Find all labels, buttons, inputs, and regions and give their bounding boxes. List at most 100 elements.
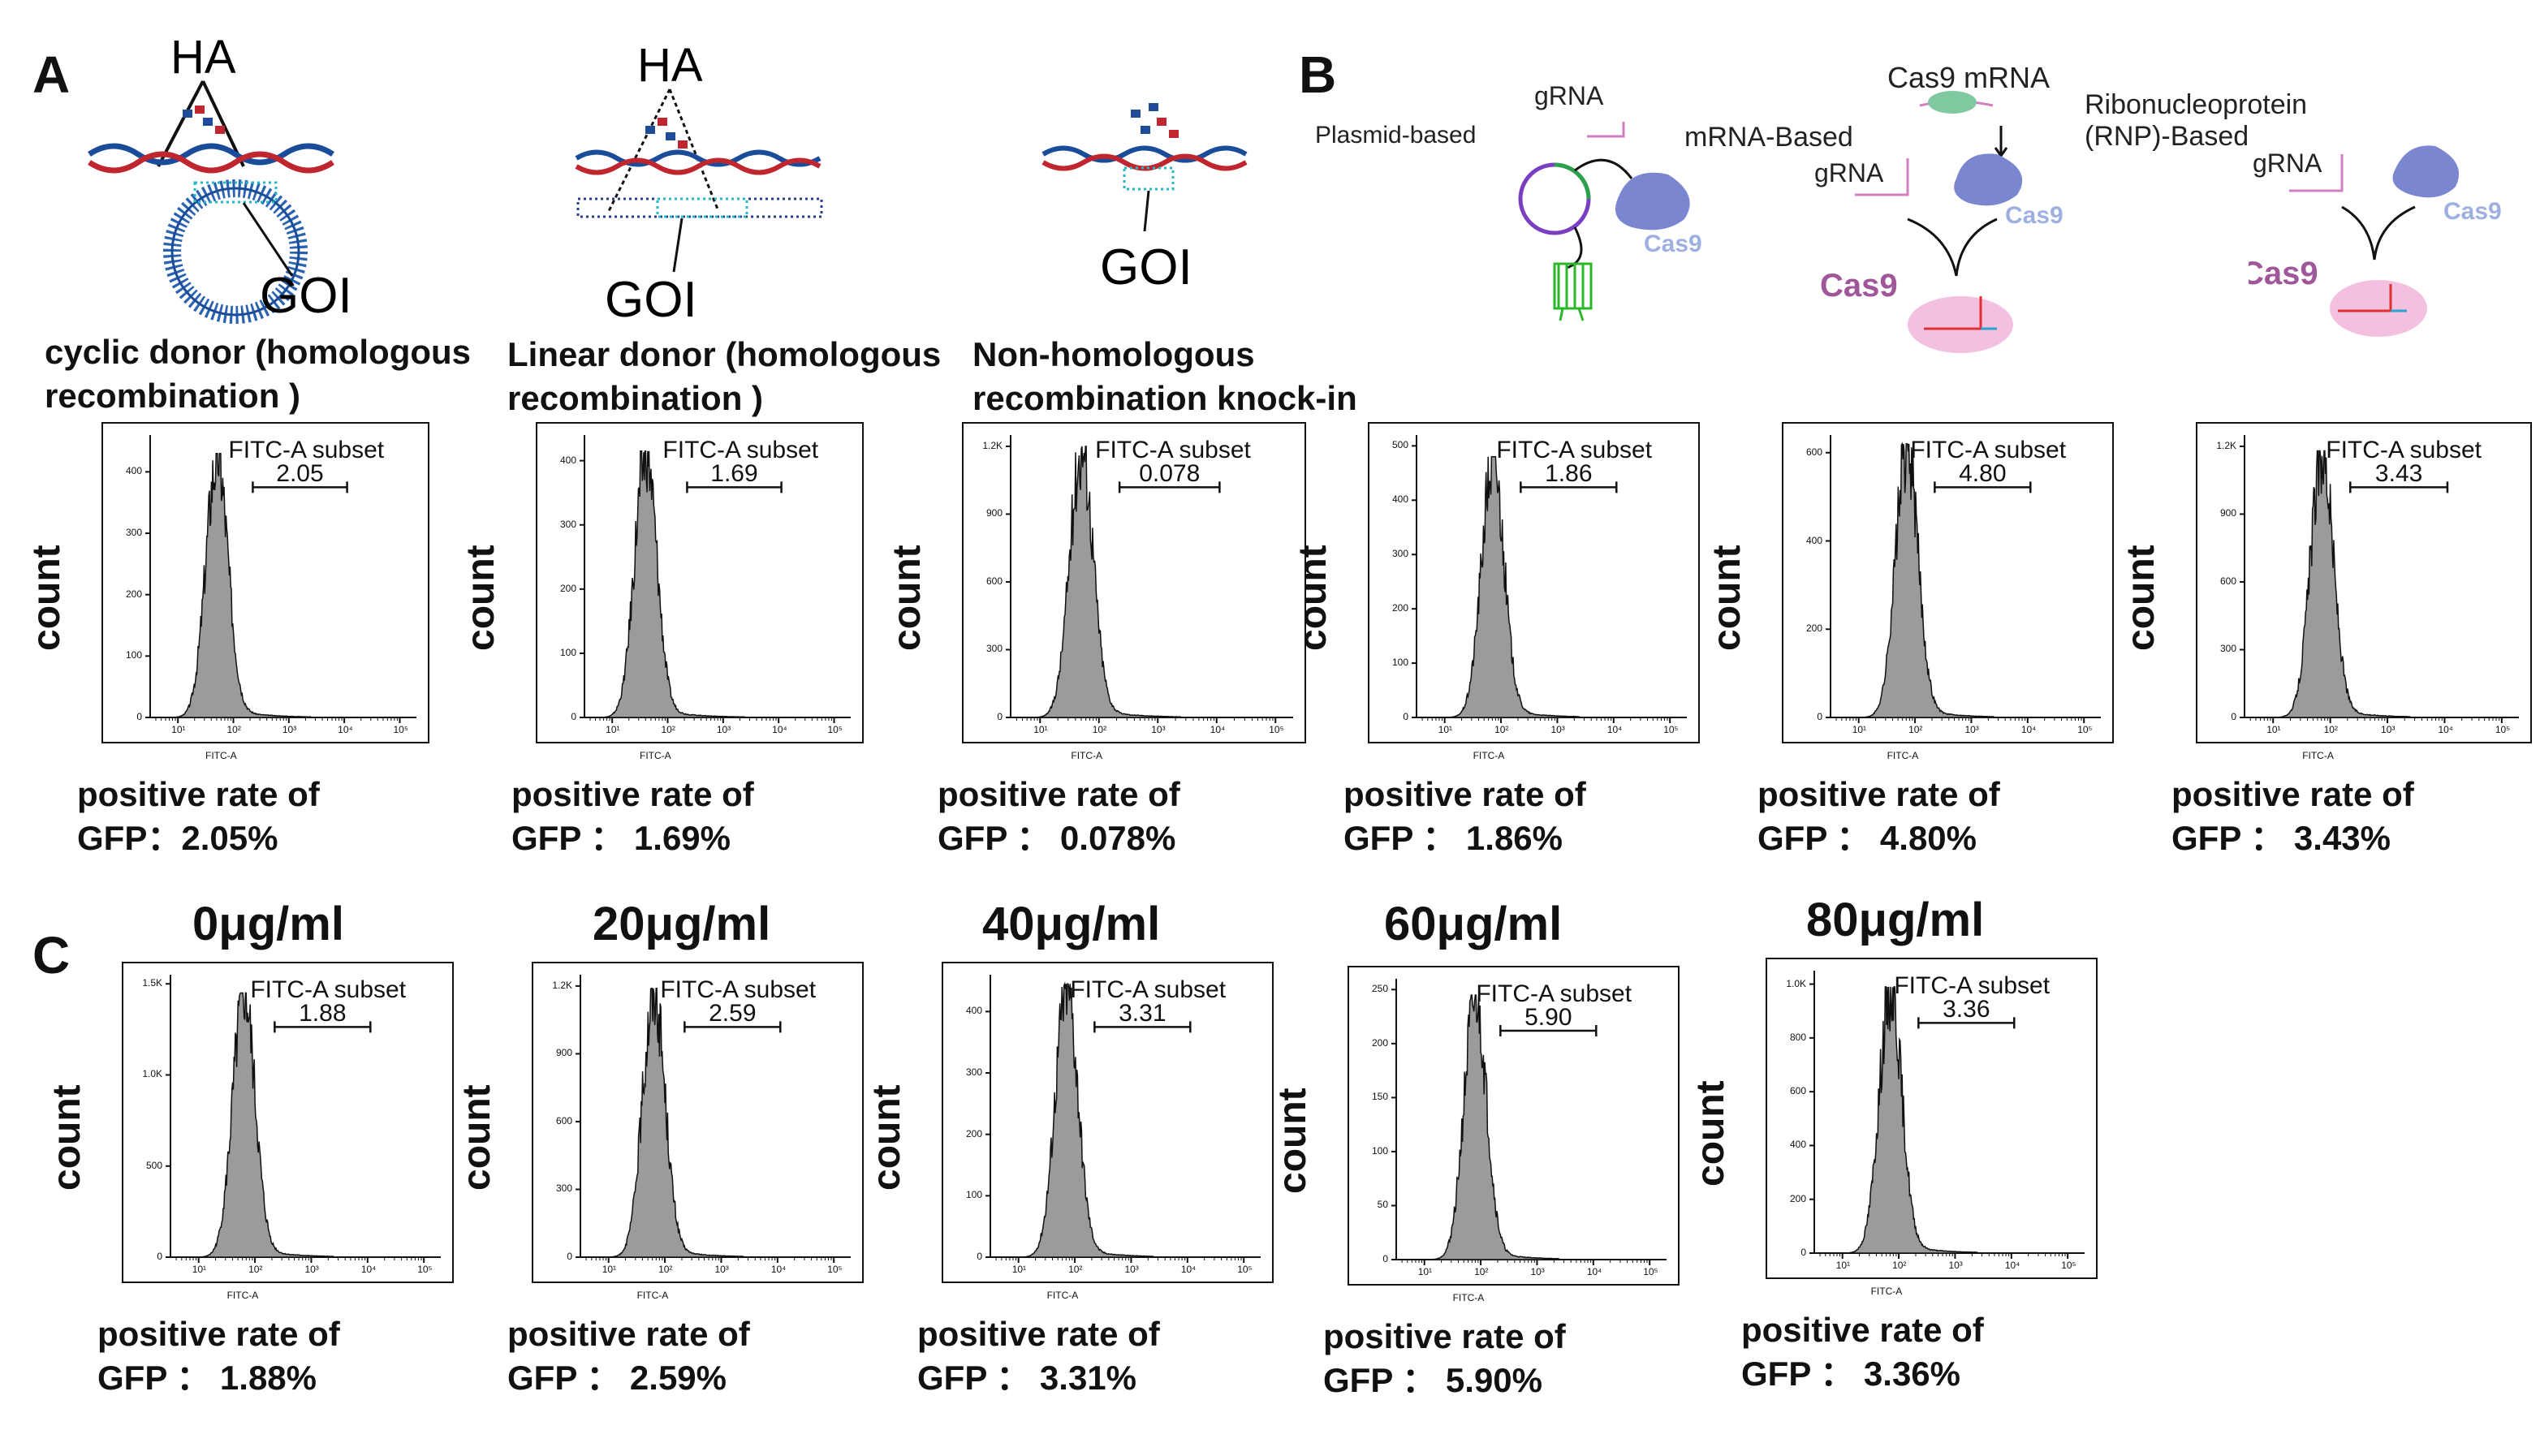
y-axis-label: count: [1271, 1088, 1314, 1194]
gate-bracket: [252, 481, 348, 493]
gate-label: FITC-A subset: [1476, 980, 1632, 1007]
x-tick-label: 10³: [716, 724, 731, 735]
gate-bracket: [274, 1021, 372, 1033]
caption-line-1: positive rate of: [507, 1315, 750, 1353]
grna-label-mrna: gRNA: [1814, 158, 1884, 187]
x-tick-label: 10³: [282, 724, 297, 735]
y-tick-label: 900: [555, 1047, 572, 1059]
x-tick-label: 10³: [1530, 1266, 1545, 1277]
caption-cyclic-donor: cyclic donor (homologous recombination ): [45, 333, 472, 415]
x-tick-label: 10²: [1908, 724, 1923, 735]
y-axis-label: count: [2120, 545, 2163, 652]
x-tick-label: 10¹: [192, 1264, 207, 1275]
gate-value: 2.59: [709, 1000, 757, 1027]
x-tick-label: 10⁴: [1180, 1264, 1197, 1275]
plasmid-diagram: Cas9: [1518, 122, 1702, 321]
positive-rate-caption: positive rate of GFP ： 1.88%: [97, 1312, 340, 1400]
histogram-area: [2245, 450, 2412, 718]
gate-bracket: [684, 1021, 782, 1033]
x-tick-label: 10⁴: [772, 724, 787, 735]
histogram-frame: 0 500 1.0K 1.5K 10¹ 10² 10³ 10⁴ 10⁵ FITC-A subset…: [122, 962, 454, 1283]
x-tick-label: 10²: [1892, 1260, 1907, 1271]
y-tick-label: 0: [136, 711, 142, 722]
y-tick-label: 200: [1371, 1036, 1388, 1049]
x-tick-label: 10¹: [1033, 724, 1048, 735]
y-axis-label: count: [1689, 1080, 1732, 1187]
y-tick-label: 200: [1789, 1192, 1806, 1204]
y-tick-label: 500: [145, 1159, 162, 1171]
rnp-based-label: Ribonucleoprotein (RNP)-Based: [2085, 89, 2308, 152]
histogram-frame: 0 200 400 600 10¹ 10² 10³ 10⁴ 10⁵ FITC-A subset 4.…: [1782, 422, 2114, 743]
y-axis-label: count: [886, 545, 929, 652]
y-tick-label: 200: [965, 1127, 982, 1139]
histogram-frame: 0 100 200 300 400 10¹ 10² 10³ 10⁴ 10⁵ FITC-A subse…: [942, 962, 1274, 1283]
mrna-based-label: mRNA-Based: [1684, 122, 1853, 153]
dose-label-20: 20μg/ml: [593, 898, 771, 950]
y-axis-label: count: [455, 1084, 498, 1191]
rnp-diagram: Cas9 Cas9: [2249, 145, 2502, 337]
y-tick-label: 800: [1789, 1031, 1806, 1043]
y-tick-label: 100: [1371, 1144, 1388, 1157]
x-tick-label: 10⁵: [417, 1264, 433, 1275]
svg-text:Cas9: Cas9: [1644, 230, 1702, 257]
gate-label: FITC-A subset: [1095, 437, 1251, 464]
x-tick-label: 10⁵: [2077, 724, 2093, 735]
x-tick-label: 10²: [1068, 1264, 1083, 1275]
x-axis-label: FITC-A: [2302, 750, 2334, 761]
y-tick-label: 0: [1382, 1253, 1388, 1264]
gate-bracket: [1520, 481, 1618, 493]
histogram-plot: [166, 975, 441, 1263]
x-axis-label: FITC-A: [1046, 1290, 1079, 1301]
y-tick-label: 0: [1817, 711, 1822, 722]
svg-text:Cas9: Cas9: [2443, 198, 2502, 225]
gate-value: 2.05: [276, 460, 324, 488]
x-axis-label: FITC-A: [205, 750, 237, 761]
y-tick-label: 400: [559, 454, 576, 466]
gate-label: FITC-A subset: [250, 976, 407, 1004]
x-tick-label: 10¹: [2266, 724, 2281, 735]
histogram-area: [1396, 994, 1561, 1260]
y-tick-label: 200: [1805, 622, 1822, 635]
x-axis-label: FITC-A: [1887, 750, 1919, 761]
y-tick-label: 600: [1805, 446, 1822, 458]
y-axis-label: count: [1292, 545, 1335, 652]
y-axis-label: count: [45, 1084, 88, 1191]
histogram-plot: [1006, 435, 1293, 723]
dose-label-60: 60μg/ml: [1384, 898, 1563, 950]
gate-value: 1.88: [299, 1000, 347, 1027]
y-tick-label: 200: [1391, 602, 1408, 614]
histogram-frame: 0 100 200 300 400 10¹ 10² 10³ 10⁴ 10⁵ FITC-A subse…: [101, 422, 429, 743]
x-tick-label: 10¹: [1417, 1266, 1433, 1277]
y-tick-label: 300: [985, 643, 1003, 655]
x-tick-label: 10⁵: [1269, 724, 1284, 735]
x-tick-label: 10²: [248, 1264, 263, 1275]
caption-line-1: positive rate of: [938, 775, 1180, 813]
caption-line-1: positive rate of: [917, 1315, 1160, 1353]
caption-line-2: GFP ： 4.80%: [1757, 819, 1977, 857]
x-axis-label: FITC-A: [1452, 1292, 1485, 1303]
histogram-area: [1831, 442, 1995, 718]
gate-bracket: [686, 481, 783, 493]
y-tick-label: 300: [1391, 548, 1408, 560]
grna-label-rnp: gRNA: [2253, 149, 2322, 178]
x-axis-label: FITC-A: [1870, 1286, 1903, 1297]
cas9-protein-icon: [1954, 153, 2023, 206]
gate-bracket: [1917, 1017, 2016, 1029]
caption-linear-donor: Linear donor (homologous recombination ): [507, 335, 942, 417]
y-tick-label: 1.2K: [552, 979, 572, 991]
gate-value: 1.86: [1545, 460, 1593, 488]
y-tick-label: 100: [125, 649, 142, 661]
gate-label: FITC-A subset: [2326, 437, 2482, 464]
histogram-area: [584, 450, 747, 718]
plasmid-based-label: Plasmid-based: [1315, 122, 1477, 149]
svg-text:Cas9: Cas9: [1820, 268, 1898, 304]
histogram-plot: [1826, 435, 2101, 723]
x-tick-label: 10²: [1494, 724, 1509, 735]
gate-label: FITC-A subset: [1910, 437, 2067, 464]
y-tick-label: 1.0K: [142, 1068, 162, 1080]
x-tick-label: 10⁵: [393, 724, 408, 735]
mrna-diagram: Cas9 Cas9: [1820, 91, 2063, 353]
y-tick-label: 600: [985, 575, 1003, 587]
y-axis-label: count: [459, 545, 502, 652]
x-tick-label: 10⁵: [827, 724, 843, 735]
